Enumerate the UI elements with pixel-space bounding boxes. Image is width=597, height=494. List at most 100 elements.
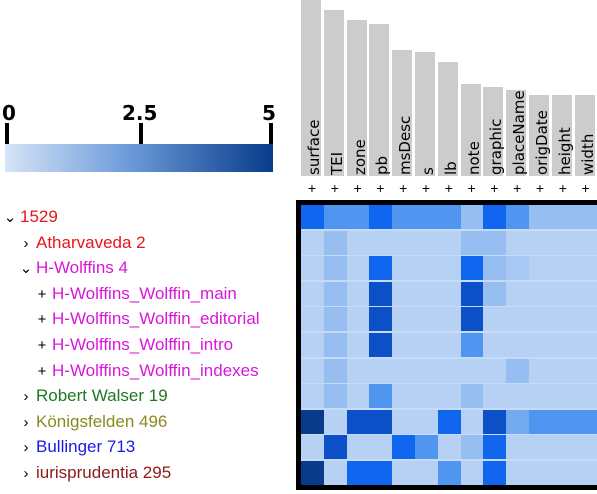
heatmap-cell[interactable]	[346, 230, 370, 255]
heatmap-cell[interactable]	[415, 435, 438, 460]
chevron-right-icon[interactable]: ›	[23, 439, 29, 457]
heatmap-cell[interactable]	[346, 358, 370, 383]
heatmap-cell[interactable]	[415, 409, 438, 434]
column-header-label[interactable]: TEI	[327, 151, 346, 175]
heatmap-cell[interactable]	[529, 435, 552, 460]
heatmap-cell[interactable]	[415, 205, 438, 229]
heatmap-cell[interactable]	[574, 333, 597, 357]
heatmap-cell[interactable]	[415, 230, 438, 255]
column-expand-button[interactable]: +	[535, 180, 545, 196]
heatmap-cell[interactable]	[460, 358, 484, 383]
heatmap-cell[interactable]	[551, 281, 575, 306]
heatmap-cell[interactable]	[483, 256, 507, 281]
heatmap-cell[interactable]	[415, 333, 438, 357]
heatmap-cell[interactable]	[346, 384, 370, 409]
heatmap-cell[interactable]	[301, 333, 324, 357]
heatmap-cell[interactable]	[323, 358, 347, 383]
column-expand-button[interactable]: +	[490, 180, 499, 196]
heatmap-cell[interactable]	[301, 384, 324, 409]
heatmap-cell[interactable]	[529, 307, 552, 332]
heatmap-cell[interactable]	[574, 461, 597, 485]
tree-item[interactable]: › Robert Walser 19	[18, 383, 168, 409]
heatmap-cell[interactable]	[506, 461, 530, 485]
heatmap-cell[interactable]	[415, 461, 438, 485]
heatmap-cell[interactable]	[369, 358, 393, 383]
heatmap-cell[interactable]	[346, 435, 370, 460]
heatmap-cell[interactable]	[529, 409, 552, 434]
heatmap-cell[interactable]	[369, 230, 393, 255]
column-header-label[interactable]: zone	[350, 139, 369, 175]
heatmap-cell[interactable]	[323, 256, 347, 281]
heatmap-cell[interactable]	[483, 333, 507, 357]
heatmap-cell[interactable]	[346, 307, 370, 332]
heatmap-cell[interactable]	[369, 384, 393, 409]
heatmap-cell[interactable]	[346, 409, 370, 434]
tree-item[interactable]: ⌄ 1529	[2, 204, 58, 230]
heatmap-cell[interactable]	[551, 230, 575, 255]
tree-item[interactable]: + H-Wolffins_Wolffin_main	[34, 281, 237, 307]
heatmap-cell[interactable]	[483, 358, 507, 383]
heatmap-cell[interactable]	[574, 281, 597, 306]
heatmap-cell[interactable]	[323, 230, 347, 255]
heatmap-cell[interactable]	[460, 409, 484, 434]
chevron-right-icon[interactable]: ›	[23, 388, 29, 406]
heatmap-cell[interactable]	[392, 358, 416, 383]
heatmap-cell[interactable]	[460, 281, 484, 306]
heatmap-cell[interactable]	[323, 333, 347, 357]
chevron-right-icon[interactable]: ›	[23, 465, 29, 482]
expand-plus-icon[interactable]: +	[37, 362, 47, 380]
heatmap-cell[interactable]	[346, 205, 370, 229]
heatmap-cell[interactable]	[506, 205, 530, 229]
column-expand-button[interactable]: +	[513, 180, 522, 196]
heatmap-cell[interactable]	[369, 333, 393, 357]
heatmap-cell[interactable]	[301, 358, 324, 383]
heatmap-cell[interactable]	[506, 230, 530, 255]
heatmap-cell[interactable]	[323, 281, 347, 306]
heatmap-cell[interactable]	[574, 307, 597, 332]
heatmap-cell[interactable]	[301, 281, 324, 306]
heatmap-cell[interactable]	[506, 256, 530, 281]
heatmap-cell[interactable]	[551, 461, 575, 485]
heatmap-cell[interactable]	[369, 307, 393, 332]
heatmap-cell[interactable]	[460, 307, 484, 332]
heatmap-cell[interactable]	[574, 205, 597, 229]
heatmap-cell[interactable]	[369, 256, 393, 281]
heatmap-cell[interactable]	[529, 358, 552, 383]
heatmap-cell[interactable]	[506, 409, 530, 434]
heatmap-cell[interactable]	[437, 384, 461, 409]
heatmap-cell[interactable]	[301, 409, 324, 434]
heatmap-cell[interactable]	[551, 435, 575, 460]
tree-item[interactable]: + H-Wolffins_Wolffin_indexes	[34, 358, 259, 384]
heatmap-cell[interactable]	[392, 256, 416, 281]
tree-item[interactable]: › Atharvaveda 2	[18, 230, 146, 256]
heatmap-cell[interactable]	[301, 307, 324, 332]
column-header-label[interactable]: s	[419, 167, 437, 175]
heatmap-cell[interactable]	[369, 461, 393, 485]
heatmap-cell[interactable]	[460, 384, 484, 409]
heatmap-cell[interactable]	[346, 256, 370, 281]
heatmap-cell[interactable]	[392, 409, 416, 434]
heatmap-cell[interactable]	[529, 256, 552, 281]
heatmap-cell[interactable]	[437, 230, 461, 255]
heatmap-cell[interactable]	[437, 358, 461, 383]
heatmap-cell[interactable]	[437, 409, 461, 434]
heatmap-cell[interactable]	[506, 307, 530, 332]
heatmap-cell[interactable]	[392, 384, 416, 409]
heatmap-cell[interactable]	[574, 435, 597, 460]
heatmap-cell[interactable]	[506, 281, 530, 306]
heatmap-cell[interactable]	[437, 307, 461, 332]
column-expand-button[interactable]: +	[307, 180, 317, 196]
heatmap-cell[interactable]	[323, 307, 347, 332]
column-header-label[interactable]: origDate	[531, 110, 553, 175]
tree-item[interactable]: + H-Wolffins_Wolffin_intro	[34, 332, 234, 358]
heatmap-cell[interactable]	[529, 384, 552, 409]
heatmap-cell[interactable]	[346, 281, 370, 306]
heatmap-cell[interactable]	[437, 333, 461, 357]
heatmap-cell[interactable]	[551, 333, 575, 357]
heatmap-cell[interactable]	[574, 409, 597, 434]
heatmap-cell[interactable]	[551, 307, 575, 332]
heatmap-cell[interactable]	[301, 435, 324, 460]
heatmap-cell[interactable]	[529, 230, 552, 255]
expand-plus-icon[interactable]: +	[37, 285, 47, 303]
heatmap-cell[interactable]	[483, 281, 507, 306]
